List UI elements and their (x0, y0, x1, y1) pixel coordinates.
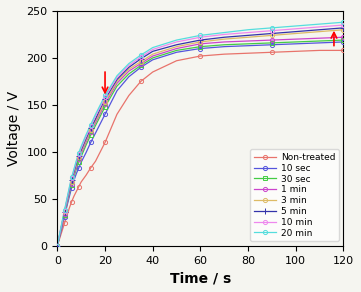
X-axis label: Time / s: Time / s (170, 271, 231, 285)
Legend: Non-treated, 10 sec, 30 sec, 1 min, 3 min, 5 min, 10 min, 20 min: Non-treated, 10 sec, 30 sec, 1 min, 3 mi… (250, 150, 339, 241)
Y-axis label: Voltage / V: Voltage / V (7, 91, 21, 166)
